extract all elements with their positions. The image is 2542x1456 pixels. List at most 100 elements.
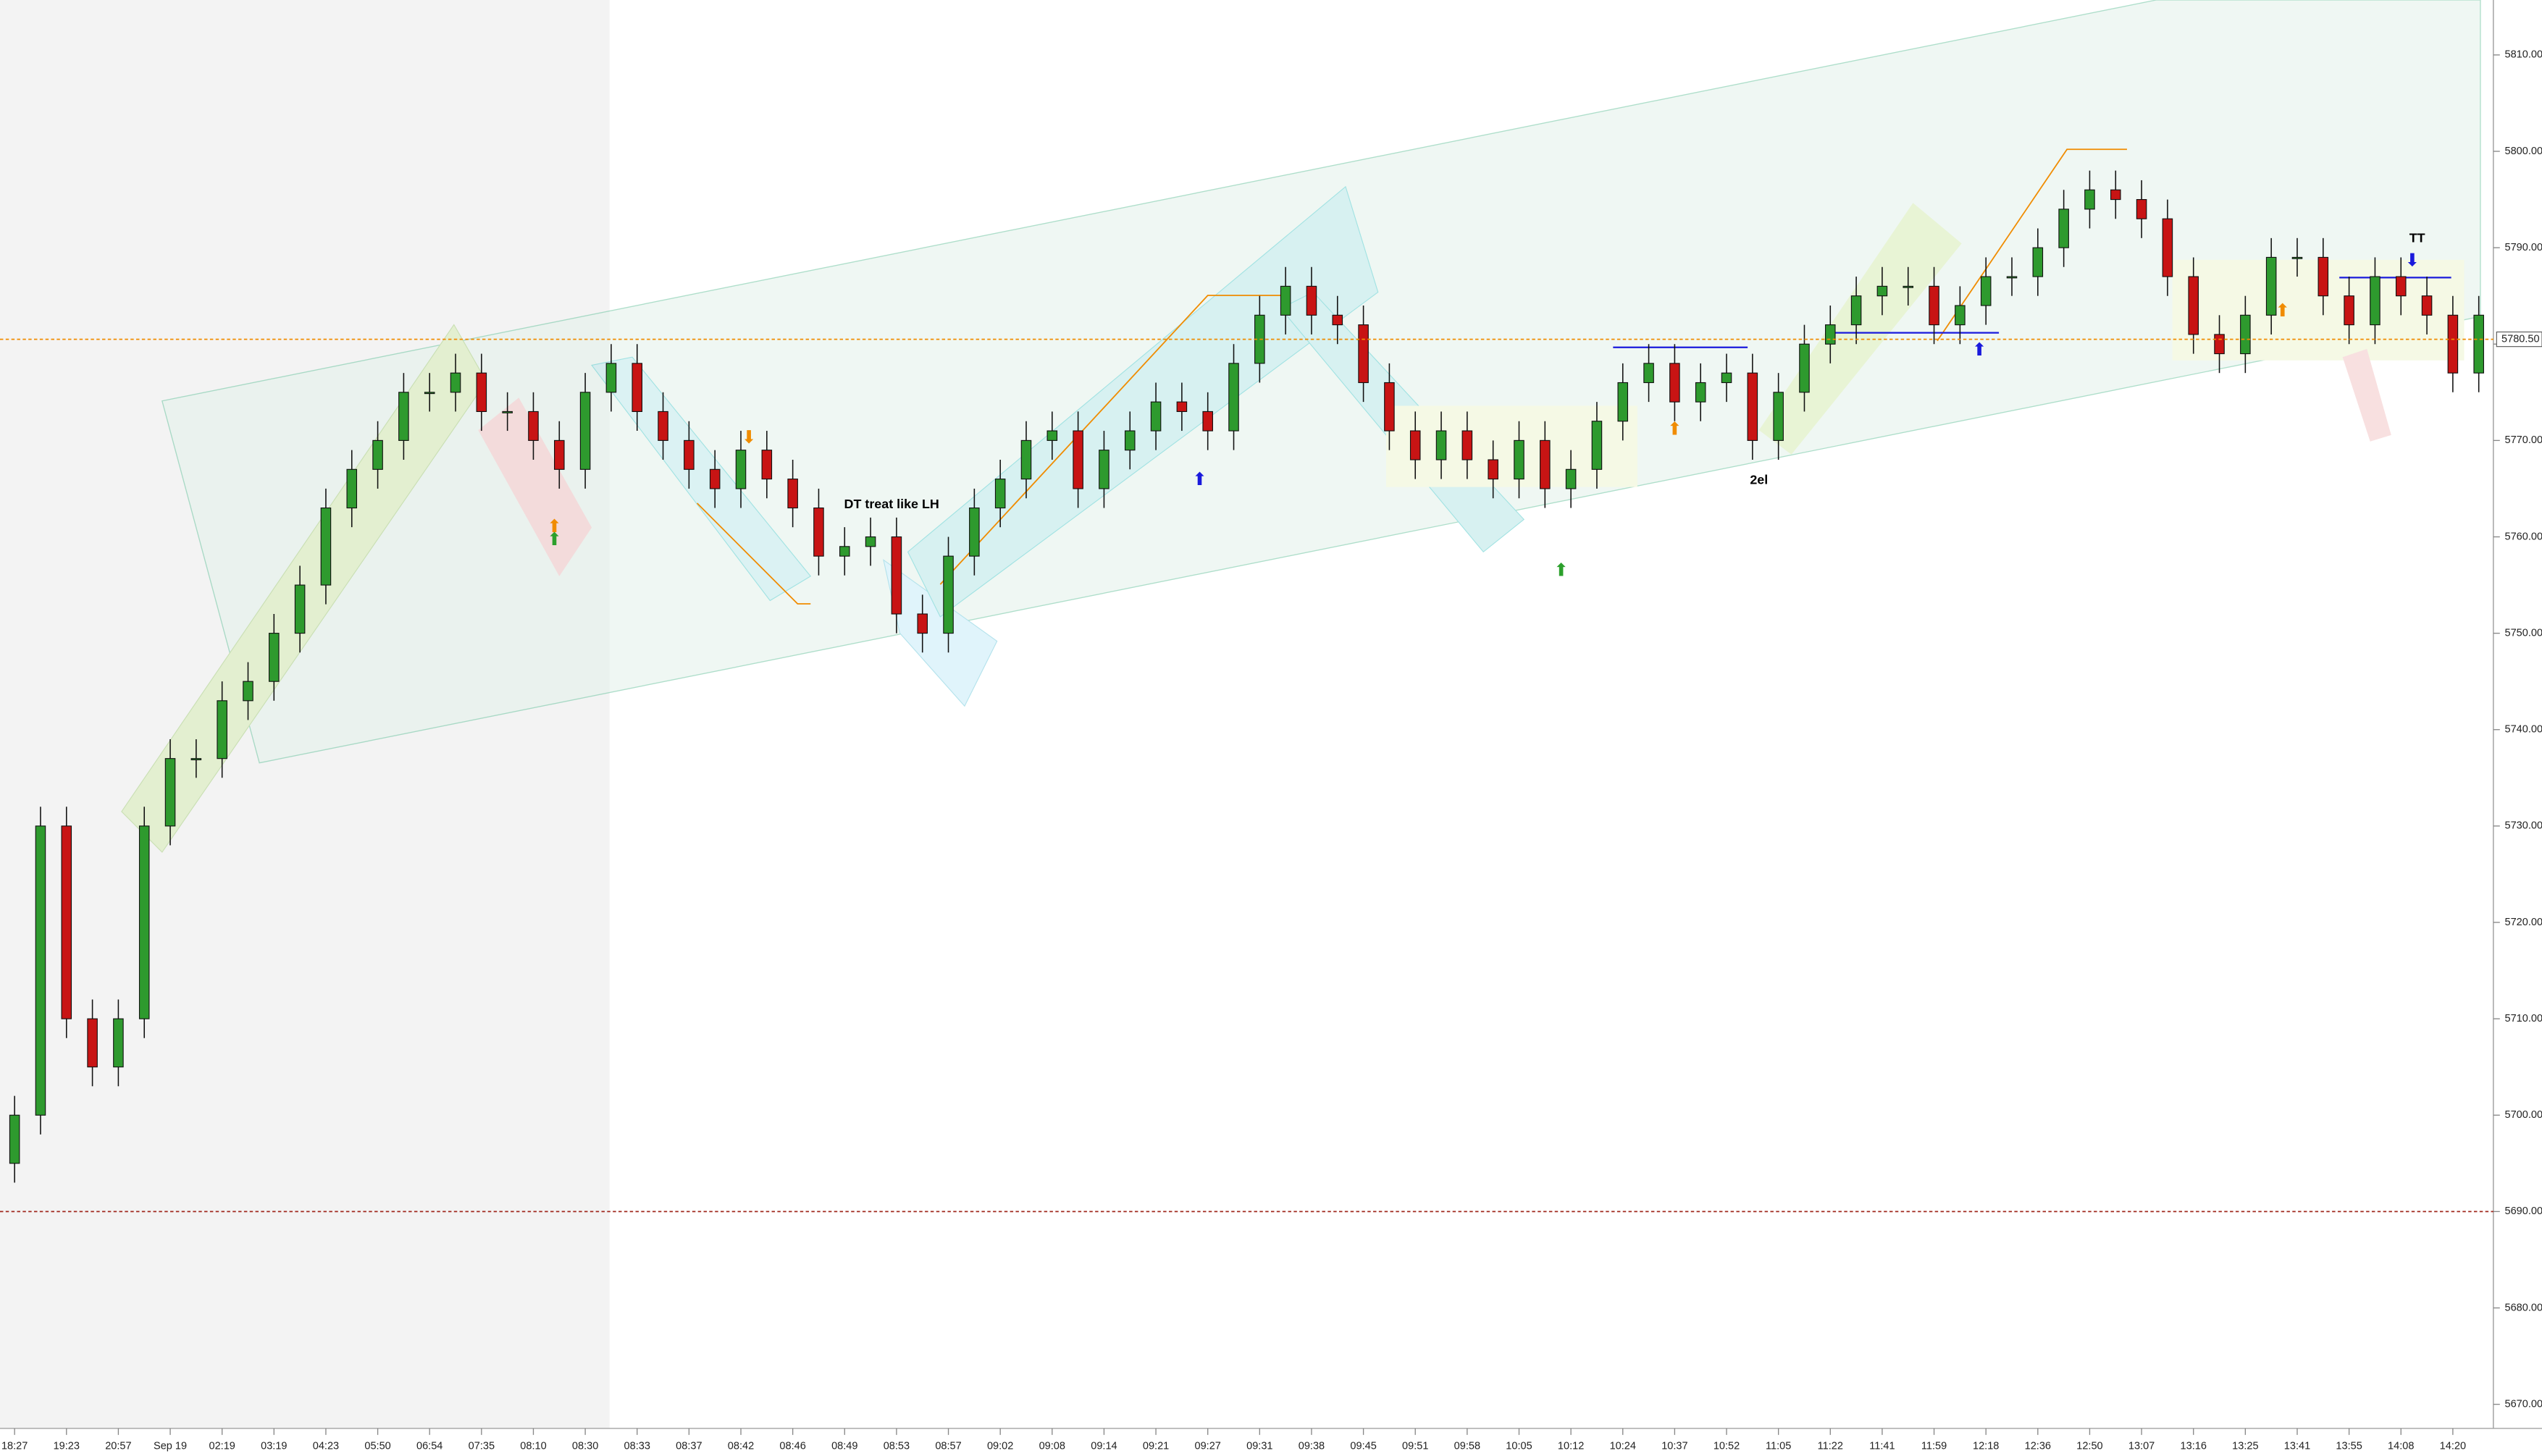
candle-body: [1565, 468, 1577, 489]
candle-body: [2084, 189, 2095, 210]
x-tick-label: 11:22: [1818, 1440, 1843, 1452]
candle-body: [2214, 334, 2225, 355]
candle-body: [2395, 276, 2407, 297]
x-tick-label: 10:24: [1610, 1440, 1636, 1452]
measured-move: [696, 502, 811, 605]
candle-body: [450, 372, 461, 393]
candle-body: [1695, 382, 1706, 403]
x-tick-label: 14:08: [2388, 1440, 2414, 1452]
bear-channel: [478, 397, 592, 576]
candle-body: [1825, 324, 1836, 345]
candle-body: [372, 439, 383, 470]
x-tick-label: 18:27: [1, 1440, 28, 1452]
y-tick-label: 5750.00: [2505, 627, 2542, 639]
candle-body: [865, 536, 876, 547]
x-tick-label: 13:41: [2284, 1440, 2310, 1452]
candle-body: [813, 507, 824, 557]
candle-body: [2240, 314, 2251, 355]
candle-body: [217, 700, 227, 759]
candle-body: [1409, 430, 1421, 460]
candle-body: [2006, 276, 2018, 279]
candle-body: [2032, 247, 2044, 277]
x-tick-label: 11:41: [1869, 1440, 1895, 1452]
candle-body: [1488, 459, 1498, 480]
x-tick-label: 13:07: [2128, 1440, 2155, 1452]
candle-body: [891, 536, 902, 615]
candle-body: [320, 507, 332, 586]
x-tick-label: 08:53: [884, 1440, 910, 1452]
lines: [696, 148, 2451, 605]
x-tick-label: 10:52: [1713, 1440, 1740, 1452]
candle-body: [1461, 430, 1473, 460]
candle-body: [605, 363, 617, 393]
y-tick-label: 5720.00: [2505, 917, 2542, 928]
candle-body: [35, 825, 46, 1116]
candle-body: [502, 411, 513, 413]
candle-body: [2136, 199, 2147, 219]
annotation: TT: [2409, 230, 2425, 245]
candle-body: [1773, 392, 1784, 441]
candle-body: [1073, 430, 1083, 489]
x-tick-label: 02:19: [209, 1440, 235, 1452]
candle-body: [2344, 295, 2354, 326]
candle-body: [1799, 343, 1810, 393]
x-tick-label: 10:05: [1506, 1440, 1532, 1452]
candle-body: [87, 1018, 98, 1068]
candle-body: [1747, 372, 1758, 441]
candle-body: [269, 633, 280, 682]
candle-body: [2110, 189, 2121, 201]
candle-body: [2370, 276, 2380, 326]
arrow: ⬇: [742, 428, 757, 447]
y-tick-label: 5770.00: [2505, 434, 2542, 446]
candle-body: [1358, 324, 1369, 384]
x-tick-label: 09:27: [1195, 1440, 1221, 1452]
bull-channel: [907, 185, 1379, 618]
arrow: ⬆: [2275, 301, 2291, 321]
arrow: ⬆: [1667, 420, 1682, 439]
x-tick-label: 09:51: [1402, 1440, 1428, 1452]
x-tick-label: 08:30: [572, 1440, 598, 1452]
candle-body: [113, 1018, 124, 1068]
candle-body: [138, 825, 150, 1019]
candle-body: [1202, 411, 1213, 432]
x-tick-label: 09:31: [1246, 1440, 1272, 1452]
candle-body: [1721, 372, 1732, 384]
candle-body: [243, 681, 253, 702]
x-tick-label: 14:20: [2440, 1440, 2466, 1452]
candle-body: [1514, 439, 1524, 480]
candle-body: [969, 507, 980, 557]
candle-body: [761, 450, 773, 480]
x-tick-label: 06:54: [416, 1440, 442, 1452]
x-tick-label: 12:18: [1973, 1440, 1999, 1452]
x-tick-label: 08:49: [831, 1440, 857, 1452]
x-tick-label: 13:16: [2181, 1440, 2207, 1452]
candle-body: [1876, 285, 1888, 297]
candle-body: [1228, 363, 1239, 432]
x-tick-label: 08:46: [779, 1440, 805, 1452]
candle-body: [1020, 439, 1032, 480]
x-tick-label: 03:19: [261, 1440, 287, 1452]
candle-body: [398, 392, 409, 441]
y-tick-label: 5790.00: [2505, 242, 2542, 253]
candle-body: [1980, 276, 1992, 306]
candle-body: [164, 758, 176, 827]
candle-body: [2188, 276, 2199, 335]
candle-body: [1903, 285, 1914, 288]
candle-body: [1643, 363, 1654, 384]
candle-body: [1306, 285, 1317, 316]
y-tick-label: 5730.00: [2505, 820, 2542, 832]
x-tick-label: 07:35: [469, 1440, 495, 1452]
x-tick-label: 08:57: [935, 1440, 961, 1452]
x-tick-label: 09:14: [1091, 1440, 1117, 1452]
candle-body: [1850, 295, 1862, 326]
candle-body: [917, 613, 928, 634]
candle-body: [2265, 256, 2277, 316]
candle-body: [2291, 256, 2303, 259]
candle-body: [2473, 314, 2484, 374]
y-tick-label: 5670.00: [2505, 1398, 2542, 1410]
y-tick-label: 5800.00: [2505, 146, 2542, 157]
candle-body: [2162, 218, 2173, 277]
x-tick-label: 10:37: [1661, 1440, 1687, 1452]
candle-body: [2058, 209, 2069, 248]
